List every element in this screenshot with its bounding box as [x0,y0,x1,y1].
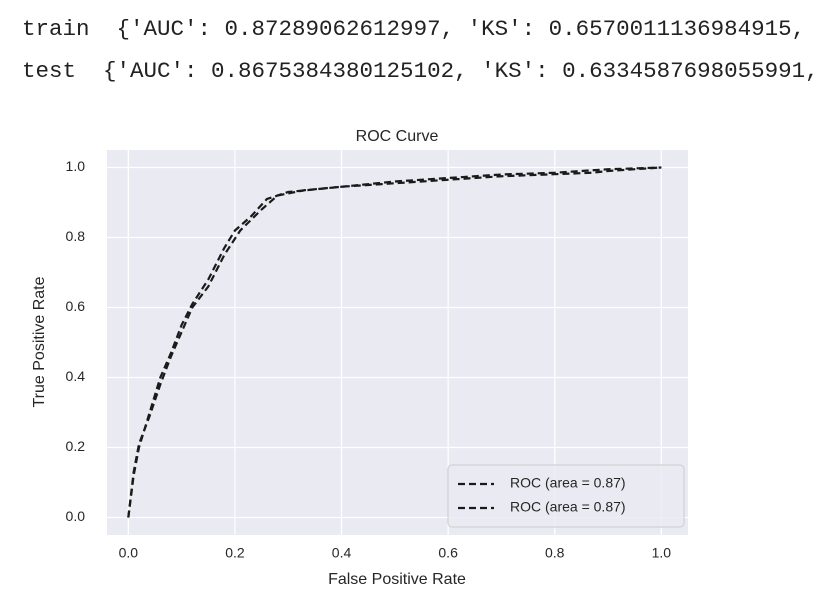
y-tick-label: 0.4 [66,368,86,384]
y-tick-label: 1.0 [66,158,86,174]
output-line: train {'AUC': 0.87289062612997, 'KS': 0.… [22,16,806,42]
x-tick-label: 0.8 [545,545,565,561]
legend-frame [447,464,685,528]
y-tick-label: 0.6 [66,298,86,314]
x-tick-label: 1.0 [652,545,672,561]
x-tick-label: 0.4 [332,545,352,561]
y-tick-label: 0.0 [66,508,86,524]
x-axis-label: False Positive Rate [328,571,466,588]
y-axis-label: True Positive Rate [31,276,48,407]
x-tick-label: 0.6 [438,545,458,561]
legend-label: ROC (area = 0.87) [510,475,626,491]
y-tick-label: 0.2 [66,438,86,454]
roc-line [127,166,662,518]
roc-line [127,166,662,518]
x-tick-label: 0.2 [225,545,245,561]
chart-title: ROC Curve [356,128,439,145]
y-tick-label: 0.8 [66,228,86,244]
legend-label: ROC (area = 0.87) [510,499,626,515]
x-tick-label: 0.0 [119,545,139,561]
output-line: test {'AUC': 0.8675384380125102, 'KS': 0… [22,58,818,84]
